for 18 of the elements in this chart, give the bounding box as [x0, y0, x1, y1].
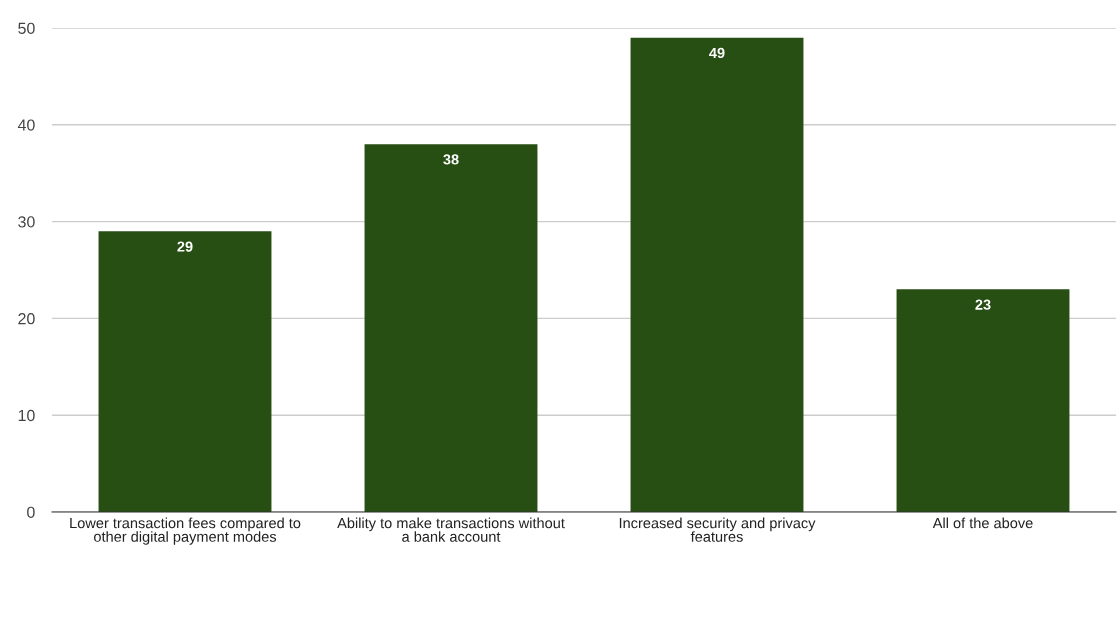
x-tick-label: Increased security and privacy features: [619, 517, 816, 542]
data-label: 49: [709, 47, 725, 59]
bar: [630, 37, 804, 512]
bar: [364, 144, 538, 512]
y-tick-label: 20: [18, 313, 35, 325]
bar: [98, 231, 272, 512]
bar: [896, 289, 1070, 512]
data-label: 23: [975, 299, 991, 310]
y-tick-label: 0: [27, 506, 35, 518]
y-tick-label: 30: [18, 216, 35, 228]
x-tick-label: Ability to make transactions without a bank account: [337, 517, 565, 542]
y-tick-label: 50: [18, 22, 35, 34]
y-tick-label: 10: [18, 409, 35, 422]
data-label: 29: [177, 241, 193, 252]
data-label: 38: [443, 154, 459, 165]
x-tick-label: All of the above: [932, 517, 1033, 529]
x-tick-label: Lower transaction fees compared to other digital payment modes: [70, 517, 301, 545]
y-tick-label: 40: [17, 119, 35, 131]
